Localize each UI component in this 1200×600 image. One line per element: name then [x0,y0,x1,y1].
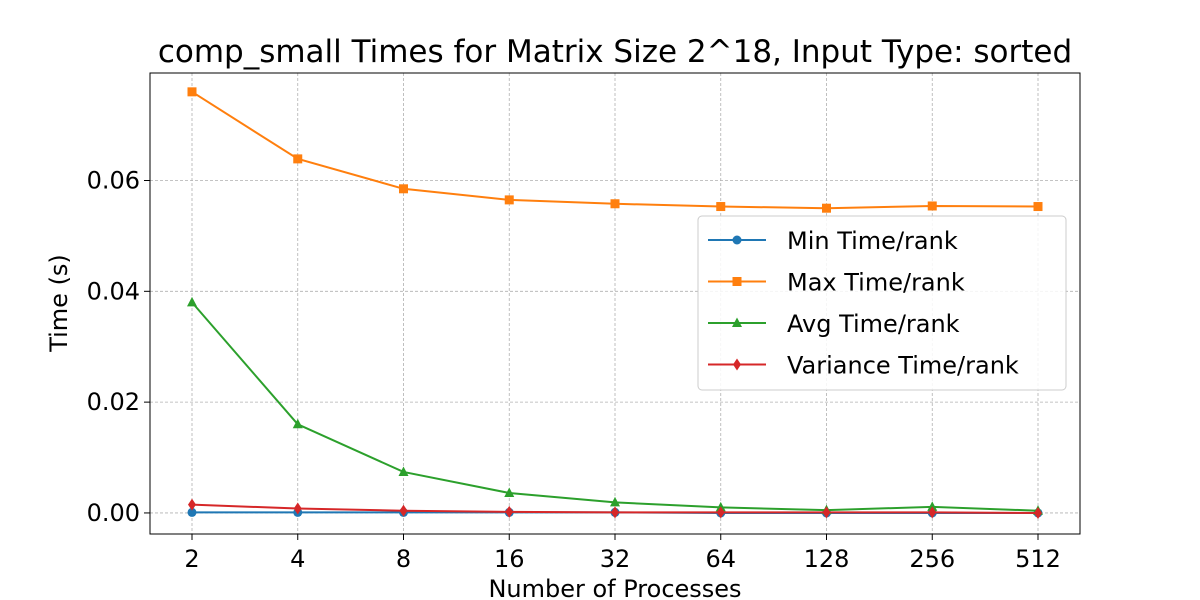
legend-box [697,215,1067,391]
data-point [1033,202,1043,212]
series-group [188,498,1042,519]
data-point [187,87,197,97]
legend-label: Variance Time/rank [787,352,1019,380]
legend-marker [732,277,742,286]
x-tick-label: 16 [494,545,525,573]
data-point [187,296,197,307]
data-point [504,195,514,205]
x-tick-label: 64 [705,545,736,573]
data-point [927,201,937,211]
data-point [1034,506,1042,519]
data-point [292,418,303,429]
legend-label: Max Time/rank [787,269,965,297]
data-point [399,184,408,194]
y-tick-label: 0.06 [87,166,140,194]
data-point [293,154,303,164]
legend-item: Avg Time/rank [708,310,960,338]
legend-marker [732,235,742,245]
legend-item: Variance Time/rank [708,352,1019,380]
x-tick-label: 4 [290,545,305,573]
y-tick-label: 0.02 [87,388,140,416]
data-point [610,199,620,209]
x-tick-label: 256 [909,545,955,573]
data-point [610,496,620,507]
data-point [822,203,831,213]
x-tick-label: 32 [600,545,631,573]
data-point [928,506,937,519]
legend-label: Min Time/rank [787,227,958,255]
y-axis-label: Time (s) [45,254,73,353]
legend-item: Min Time/rank [708,227,958,255]
data-point [399,504,408,517]
chart-title: comp_small Times for Matrix Size 2^18, I… [158,34,1072,70]
x-axis: 2 4 8 16 32 64 128 256 512 [184,534,1061,573]
legend-marker [733,358,741,371]
series-layer [187,87,1043,519]
y-axis: 0.00 0.02 0.04 0.06 [87,166,150,527]
data-point [505,505,514,518]
data-point [504,487,515,497]
x-axis-label: Number of Processes [488,575,741,600]
legend: Min Time/rank Max Time/rank Avg Time/rank V… [697,215,1067,391]
data-point [398,466,409,476]
data-point [927,501,938,511]
x-tick-label: 512 [1015,545,1061,573]
x-tick-label: 8 [396,545,411,573]
legend-label: Avg Time/rank [787,310,960,338]
x-tick-label: 128 [804,545,850,573]
data-point [716,506,725,519]
legend-marker [732,317,742,327]
series-group [187,87,1043,213]
y-tick-label: 0.04 [87,277,140,305]
data-point [293,502,302,515]
data-point [187,507,197,517]
data-point [716,202,726,212]
y-tick-label: 0.00 [87,499,140,527]
data-point [611,506,619,519]
data-point [822,506,831,519]
legend-item: Max Time/rank [708,269,965,297]
data-point [188,498,196,511]
x-tick-label: 2 [184,545,199,573]
